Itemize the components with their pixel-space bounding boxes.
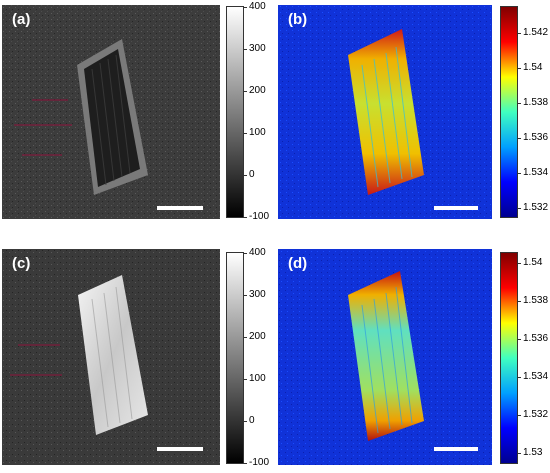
colorbar-d-tick-label: 1.536 (523, 332, 549, 344)
colorbar-d-tick-label: 1.538 (523, 294, 549, 306)
colorbar-b-tick-mark (518, 208, 521, 210)
colorbar-a-tick-label: 300 (249, 43, 266, 54)
colorbar-a-tick-mark (244, 91, 247, 92)
colorbar-d-tick-mark (518, 377, 521, 379)
panel-a-image: (a) (2, 5, 220, 219)
panel-a-scale-bar (157, 206, 203, 210)
colorbar-c-tick-mark (244, 421, 247, 422)
panel-b-index-map (278, 5, 492, 219)
panel-d-index-map (278, 249, 492, 465)
colorbar-b-tick-label: 1.538 (523, 97, 549, 109)
colorbar-d (500, 252, 518, 464)
colorbar-b-tick-label: 1.532 (523, 202, 549, 214)
panel-c-label: (c) (12, 255, 31, 272)
colorbar-c-tick-label: -100 (249, 457, 270, 468)
panel-d-scale-bar (434, 447, 478, 451)
colorbar-b-tick-mark (518, 138, 521, 140)
colorbar-a-tick-label: 0 (249, 169, 255, 180)
colorbar-b-tick-mark (518, 68, 521, 70)
colorbar-a-tick-label: 100 (249, 127, 266, 138)
colorbar-a-tick-label: 200 (249, 85, 266, 96)
colorbar-a-tick-mark (244, 7, 247, 8)
colorbar-c-tick-label: 0 (249, 415, 255, 426)
colorbar-d-tick-mark (518, 300, 521, 302)
colorbar-c-tick-label: 200 (249, 331, 266, 342)
colorbar-b-tick-mark (518, 33, 521, 35)
colorbar-c-tick-mark (244, 253, 247, 254)
panel-b-image: (b) (278, 5, 492, 219)
colorbar-a-tick-mark (244, 49, 247, 50)
colorbar-c-tick-label: 400 (249, 247, 266, 258)
colorbar-c-tick-mark (244, 463, 247, 464)
panel-b-label: (b) (288, 11, 308, 28)
colorbar-d-tick-mark (518, 262, 521, 264)
colorbar-d-tick-label: 1.54 (523, 256, 543, 268)
colorbar-c-tick-mark (244, 379, 247, 380)
colorbar-c-tick-label: 300 (249, 289, 266, 300)
colorbar-b-tick-mark (518, 103, 521, 105)
panel-a-micrograph (2, 5, 220, 219)
colorbar-a-tick-mark (244, 175, 247, 176)
colorbar-b-tick-label: 1.536 (523, 132, 549, 144)
colorbar-a (226, 6, 244, 218)
colorbar-d-tick-mark (518, 415, 521, 417)
colorbar-b-tick-label: 1.534 (523, 167, 549, 179)
colorbar-d-tick-label: 1.534 (523, 371, 549, 383)
colorbar-c (226, 252, 244, 464)
colorbar-a-tick-label: -100 (249, 211, 270, 222)
colorbar-b-tick-mark (518, 173, 521, 175)
colorbar-a-tick-mark (244, 217, 247, 218)
panel-c-image: (c) (2, 249, 220, 465)
colorbar-c-tick-label: 100 (249, 373, 266, 384)
panel-c-scale-bar (157, 447, 203, 451)
colorbar-a-tick-mark (244, 133, 247, 134)
colorbar-a-tick-label: 400 (249, 1, 266, 12)
colorbar-d-tick-label: 1.532 (523, 409, 549, 421)
colorbar-b-tick-label: 1.54 (523, 62, 543, 74)
colorbar-d-tick-mark (518, 453, 521, 455)
colorbar-c-tick-mark (244, 295, 247, 296)
colorbar-d-tick-mark (518, 338, 521, 340)
colorbar-b-tick-label: 1.542 (523, 27, 549, 39)
panel-d-image: (d) (278, 249, 492, 465)
panel-b-scale-bar (434, 206, 478, 210)
colorbar-b (500, 6, 518, 218)
panel-a-label: (a) (12, 11, 31, 28)
colorbar-c-tick-mark (244, 337, 247, 338)
colorbar-d-tick-label: 1.53 (523, 447, 543, 459)
panel-d-label: (d) (288, 255, 308, 272)
panel-c-micrograph (2, 249, 220, 465)
